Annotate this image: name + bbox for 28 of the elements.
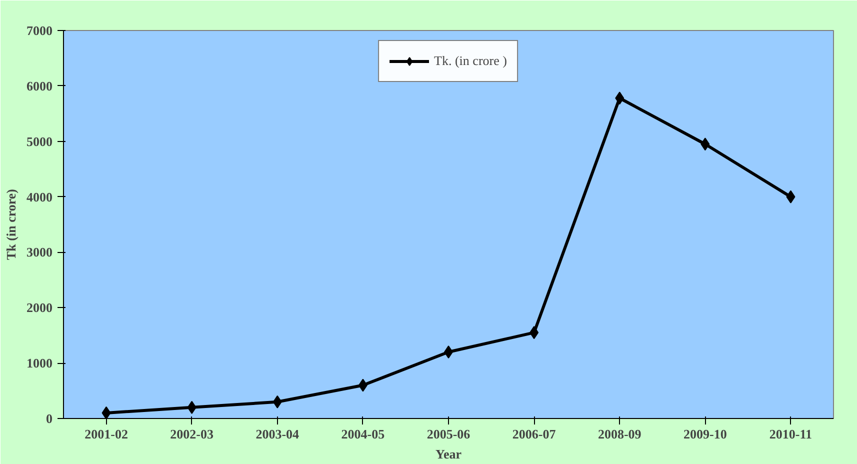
y-tick-label: 3000 xyxy=(26,244,52,260)
y-tick-label: 6000 xyxy=(26,78,52,94)
point xyxy=(187,400,196,414)
y-tick-label: 2000 xyxy=(26,300,52,316)
x-tick-label: 2002-03 xyxy=(170,426,214,442)
x-tick-label: 2004-05 xyxy=(341,426,386,442)
y-tick-label: 7000 xyxy=(26,23,52,38)
x-tick-label: 2010-11 xyxy=(769,426,812,442)
x-tick-label: 2005-06 xyxy=(426,426,471,442)
x-tick-label: 2003-04 xyxy=(256,426,300,442)
x-tick-label: 2006-07 xyxy=(512,426,556,442)
y-tick-label: 1000 xyxy=(26,356,52,371)
point xyxy=(700,138,710,151)
y-tick-label: 0 xyxy=(46,411,52,426)
point xyxy=(358,378,368,392)
y-axis-title: Tk (in crore) xyxy=(4,188,18,260)
x-axis-title: Year xyxy=(436,446,462,462)
point xyxy=(272,395,282,408)
y-tick-label: 4000 xyxy=(26,189,52,204)
point xyxy=(615,92,624,105)
y-tick-label: 5000 xyxy=(26,134,52,149)
point xyxy=(786,190,796,204)
point xyxy=(530,326,539,340)
x-tick-label: 2009-10 xyxy=(684,426,727,442)
x-tick-label: 2008-09 xyxy=(598,426,642,442)
legend-label: Tk. (in crore ) xyxy=(434,53,507,69)
x-tick-label: 2001-02 xyxy=(84,426,128,442)
point xyxy=(102,406,111,418)
